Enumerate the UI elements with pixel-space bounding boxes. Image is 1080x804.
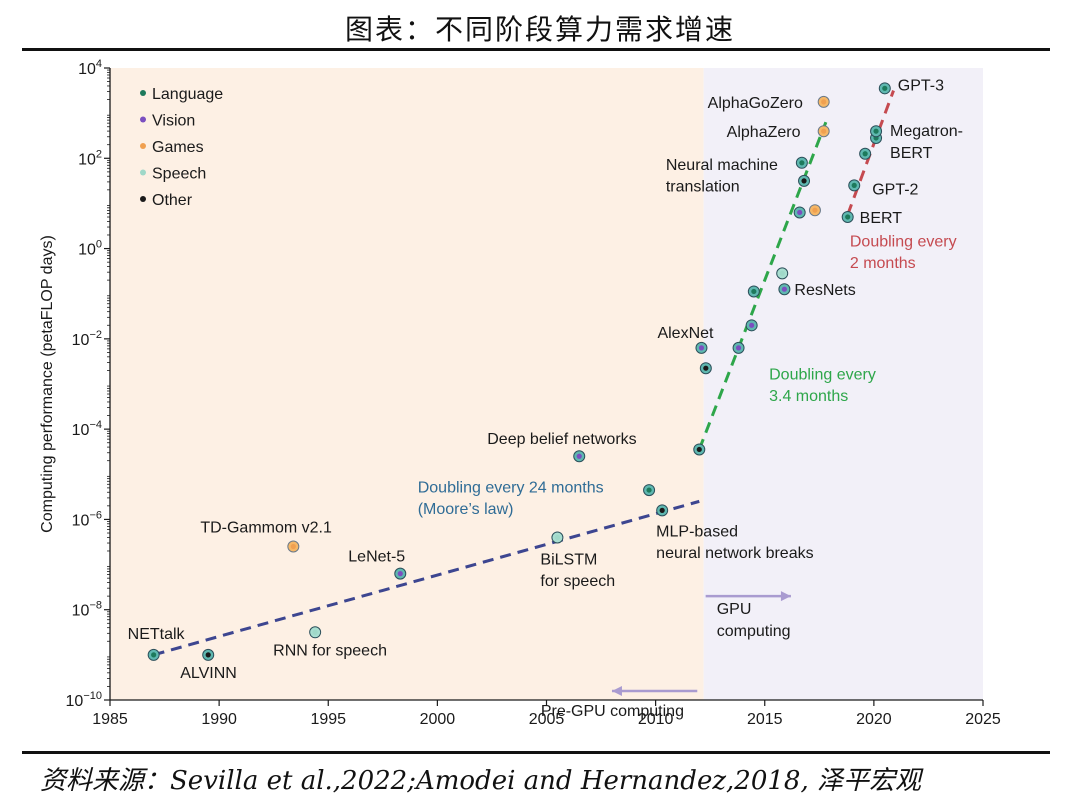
data-point-center xyxy=(659,507,665,513)
legend-marker xyxy=(140,116,146,123)
gpu-region-label: GPU computing xyxy=(717,601,791,640)
trend-label-gpu: Doubling every 3.4 months xyxy=(769,366,876,405)
title-rule xyxy=(22,48,1050,51)
data-point-center xyxy=(703,365,709,371)
x-tick-label: 2020 xyxy=(856,711,892,728)
data-point-center xyxy=(797,209,803,216)
point-label: ResNets xyxy=(794,282,855,299)
data-point-center xyxy=(397,571,403,577)
data-point-center xyxy=(882,85,888,91)
point-label: TD-Gammom v2.1 xyxy=(200,520,332,537)
source-rule xyxy=(22,751,1050,754)
legend-marker xyxy=(140,90,146,96)
data-point-center xyxy=(151,652,157,658)
legend-label: Vision xyxy=(152,113,195,130)
data-point-center xyxy=(576,453,582,459)
point-label: GPT-2 xyxy=(872,181,918,198)
legend-label: Games xyxy=(152,139,204,156)
data-point-center xyxy=(290,543,296,550)
legend-label: Language xyxy=(152,86,223,103)
x-tick-label: 2000 xyxy=(420,711,456,728)
data-point-center xyxy=(779,270,785,276)
data-point-center xyxy=(821,128,827,134)
data-point-center xyxy=(799,160,805,166)
pre-gpu-region-label: Pre-GPU computing xyxy=(541,703,684,720)
data-point-center xyxy=(696,446,702,453)
point-label: NETtalk xyxy=(128,626,186,643)
data-point-center xyxy=(646,487,652,493)
data-point-center xyxy=(312,629,318,635)
data-point-center xyxy=(554,534,561,541)
point-label: GPT-3 xyxy=(898,77,944,94)
legend-marker xyxy=(140,143,146,149)
point-label: Deep belief networks xyxy=(487,431,636,448)
legend-label: Speech xyxy=(152,166,206,183)
x-tick-label: 1990 xyxy=(201,711,237,728)
data-point-center xyxy=(801,178,807,184)
data-point-center xyxy=(698,345,705,351)
x-tick-label: 1985 xyxy=(92,711,128,728)
y-tick-label: 100 xyxy=(78,239,102,259)
gpu-arrow-head xyxy=(780,591,791,602)
trend-label-moore: Doubling every 24 months (Moore’s law) xyxy=(418,479,604,518)
point-label: BiLSTM for speech xyxy=(540,551,615,590)
x-tick-label: 2005 xyxy=(529,711,565,728)
y-tick-label: 10−8 xyxy=(72,600,102,620)
data-point-center xyxy=(781,286,787,292)
data-point-center xyxy=(812,207,818,213)
y-tick-label: 10−6 xyxy=(72,509,102,529)
trend-label-recent: Doubling every 2 months xyxy=(850,233,957,272)
pre-gpu-region xyxy=(110,68,704,700)
y-tick-label: 104 xyxy=(78,58,102,78)
trend-line xyxy=(846,90,895,216)
chart-title: 图表：不同阶段算力需求增速 xyxy=(344,13,735,46)
point-label: BERT xyxy=(860,210,903,227)
y-tick-label: 10−4 xyxy=(72,419,102,439)
x-tick-label: 2010 xyxy=(638,711,674,728)
point-label: AlphaZero xyxy=(727,124,801,141)
legend-marker xyxy=(140,169,146,176)
data-point-center xyxy=(845,214,851,220)
data-point-center xyxy=(749,322,755,328)
trend-line xyxy=(153,499,700,657)
data-point-center xyxy=(751,288,757,295)
point-label: ALVINN xyxy=(180,665,237,682)
y-tick-label: 10−10 xyxy=(66,690,102,710)
data-point-center xyxy=(851,182,857,188)
data-point-center xyxy=(735,345,742,351)
point-label: LeNet-5 xyxy=(348,549,405,566)
legend-label: Other xyxy=(152,192,193,209)
point-label: MLP-based neural network breaks xyxy=(656,523,813,562)
x-tick-label: 2015 xyxy=(747,711,783,728)
point-label: Megatron-BERT xyxy=(890,123,963,162)
point-label: AlphaGoZero xyxy=(708,95,803,112)
point-label: Neural machine translation xyxy=(666,157,778,196)
y-tick-label: 10−2 xyxy=(72,329,102,349)
data-point-center xyxy=(862,151,868,157)
y-axis-title: Computing performance (petaFLOP days) xyxy=(39,235,56,533)
point-label: AlexNet xyxy=(657,325,714,342)
data-point-center xyxy=(205,652,211,658)
point-label: RNN for speech xyxy=(273,642,387,659)
gpu-region xyxy=(703,68,983,700)
legend-marker xyxy=(140,196,146,202)
data-point-center xyxy=(821,99,827,105)
x-tick-label: 1995 xyxy=(310,711,346,728)
source-note: 资料来源：Sevilla et al.,2022;Amodei and Hern… xyxy=(40,766,921,796)
data-point-center xyxy=(873,128,879,134)
pre-gpu-arrow-head xyxy=(611,685,622,696)
y-tick-label: 102 xyxy=(78,148,102,168)
x-tick-label: 2025 xyxy=(965,711,1001,728)
